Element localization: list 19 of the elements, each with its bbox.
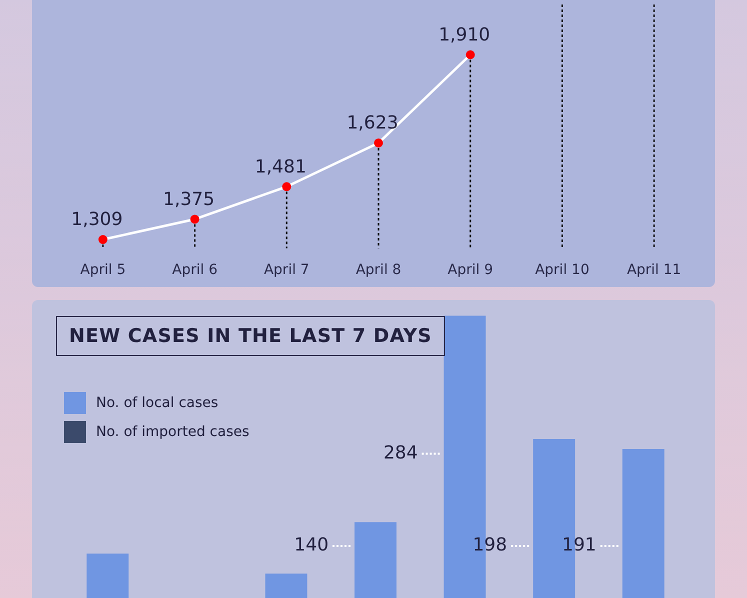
data-label: 1,910 bbox=[438, 24, 490, 46]
data-label: 1,481 bbox=[254, 156, 306, 178]
legend-label: No. of imported cases bbox=[96, 424, 250, 440]
data-label: 1,623 bbox=[346, 112, 398, 134]
x-tick-label: April 11 bbox=[626, 262, 682, 278]
x-tick-label: April 8 bbox=[356, 262, 402, 278]
data-label: 191 bbox=[562, 534, 596, 556]
x-tick-label: April 9 bbox=[448, 262, 494, 278]
x-tick-label: April 6 bbox=[172, 262, 218, 278]
data-label: 198 bbox=[472, 534, 508, 556]
data-label: 1,309 bbox=[71, 209, 123, 230]
data-label: 284 bbox=[383, 442, 418, 464]
text: NEW CASES IN THE LAST 7 DAYS bbox=[56, 316, 445, 356]
data-label: 140 bbox=[294, 534, 329, 556]
x-tick-label: April 5 bbox=[80, 262, 126, 278]
legend-label: No. of local cases bbox=[96, 394, 218, 410]
x-tick-label: April 7 bbox=[264, 262, 310, 278]
data-label: 1,375 bbox=[163, 188, 215, 210]
x-tick-label: April 10 bbox=[535, 262, 590, 278]
